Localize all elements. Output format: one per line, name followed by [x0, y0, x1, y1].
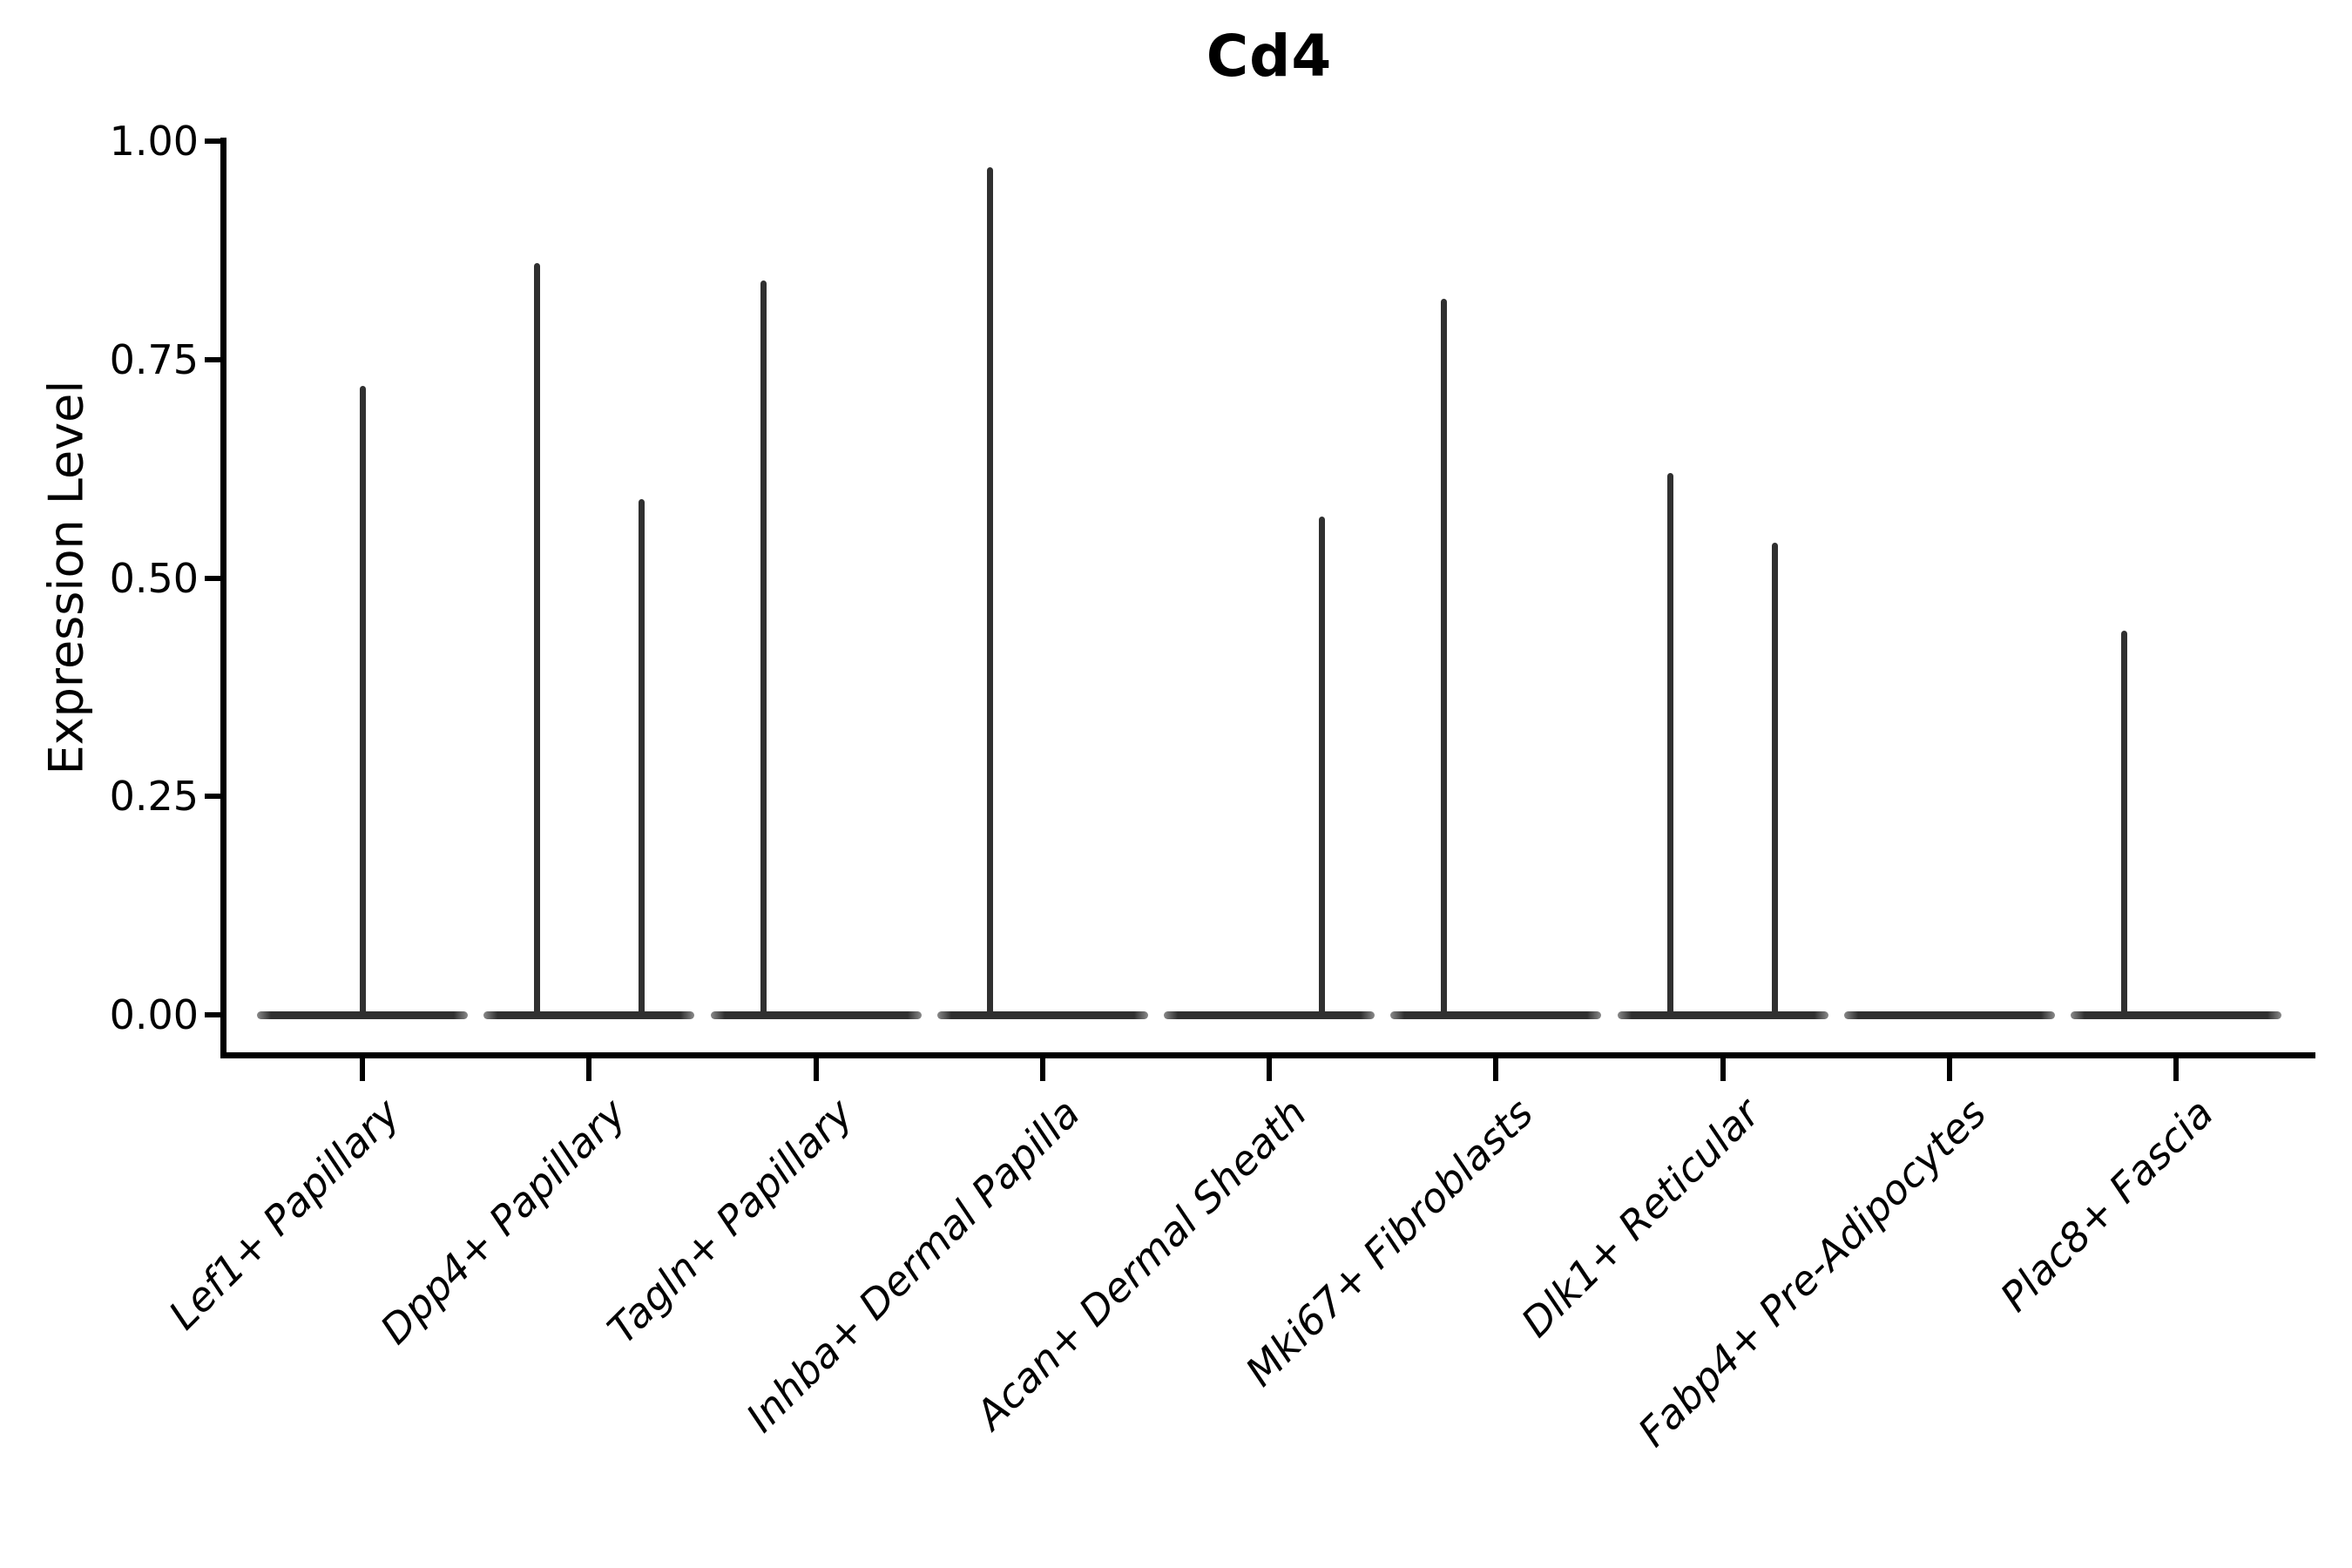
x-tick-label: Lef1+ Papillary: [159, 1089, 409, 1339]
violin-base: [936, 1010, 1148, 1019]
violin-spike: [533, 263, 540, 1017]
x-tick-mark: [1720, 1058, 1726, 1081]
x-axis-spine: [220, 1052, 2315, 1058]
violin-base: [710, 1010, 922, 1019]
y-tick-label: 1.00: [109, 118, 199, 165]
y-tick-label: 0.75: [109, 335, 199, 383]
x-tick-mark: [1493, 1058, 1499, 1081]
x-tick-mark: [1946, 1058, 1952, 1081]
violin-base: [1164, 1010, 1375, 1019]
violin-base: [483, 1010, 695, 1019]
x-tick-mark: [2173, 1058, 2179, 1081]
x-tick-mark: [1267, 1058, 1272, 1081]
violin-spike: [1440, 298, 1447, 1017]
violin-base: [1843, 1010, 2055, 1019]
violin-base: [1390, 1010, 1602, 1019]
x-tick-mark: [586, 1058, 592, 1081]
y-tick-label: 0.50: [109, 554, 199, 602]
violin-base: [1617, 1010, 1828, 1019]
x-tick-label: Plac8+ Fascia: [1990, 1089, 2222, 1321]
x-tick-label: Tagln+ Papillary: [598, 1089, 862, 1353]
y-tick-mark: [205, 139, 220, 144]
y-axis-spine: [220, 138, 226, 1058]
violin-base: [2071, 1010, 2281, 1019]
violin-spike: [760, 280, 767, 1017]
violin-spike: [2120, 630, 2127, 1017]
y-tick-label: 0.25: [109, 773, 199, 821]
violin-spike: [1318, 517, 1325, 1017]
y-tick-label: 0.00: [109, 991, 199, 1038]
chart-title: Cd4: [1206, 23, 1333, 90]
y-tick-mark: [205, 356, 220, 362]
x-tick-mark: [813, 1058, 819, 1081]
violin-spike: [1772, 543, 1778, 1017]
violin-spike: [638, 499, 645, 1017]
x-tick-mark: [1039, 1058, 1045, 1081]
violin-spike: [987, 167, 994, 1017]
y-tick-mark: [205, 794, 220, 800]
y-tick-mark: [205, 1012, 220, 1017]
violin-spike: [1667, 473, 1673, 1017]
x-tick-label: Dpp4+ Papillary: [371, 1089, 636, 1354]
x-tick-mark: [360, 1058, 365, 1081]
y-tick-mark: [205, 575, 220, 581]
x-tick-label: Dlk1+ Reticular: [1511, 1089, 1769, 1347]
violin-spike: [359, 385, 366, 1017]
